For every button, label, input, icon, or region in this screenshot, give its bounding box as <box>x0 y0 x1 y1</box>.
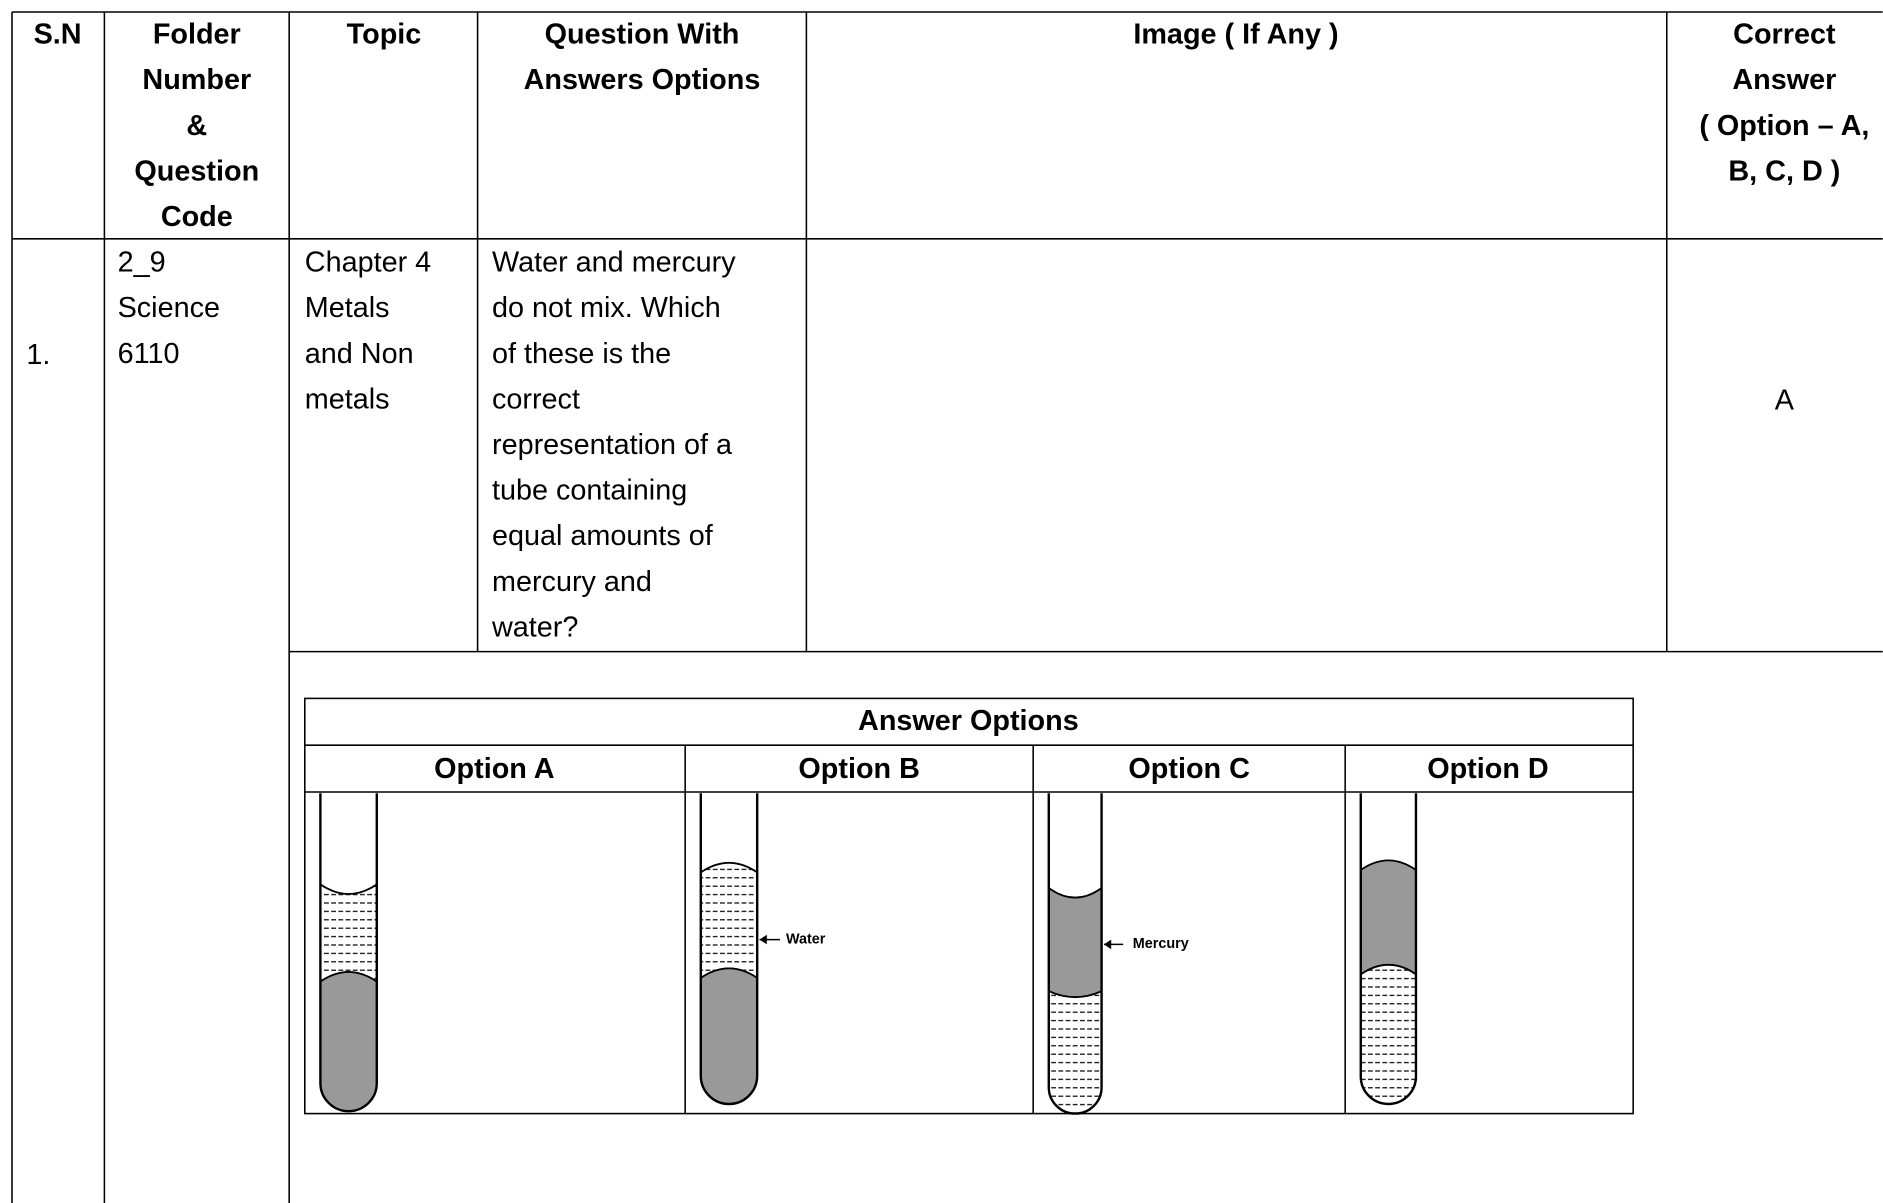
correct-answer: A <box>1775 385 1795 417</box>
tube <box>319 793 378 1113</box>
serial: 1. <box>26 339 50 371</box>
question: of these is the <box>492 338 671 370</box>
tube-label: Water <box>786 931 826 947</box>
water <box>1360 963 1416 1104</box>
mercury <box>1048 886 1102 999</box>
option-header: Option C <box>1128 753 1250 785</box>
water <box>320 882 377 984</box>
folder-code: Science <box>118 292 220 324</box>
header-cell: Question With <box>545 19 740 51</box>
question: representation of a <box>492 429 732 461</box>
header-cell: Folder <box>153 19 241 51</box>
option-header: Option D <box>1427 753 1549 785</box>
header-cell: Code <box>161 201 233 233</box>
header-cell: & <box>186 110 207 142</box>
folder-code: 2_9 <box>118 247 166 279</box>
mercury <box>320 971 377 1112</box>
topic: metals <box>305 383 390 415</box>
arrow-head <box>759 934 767 945</box>
question: mercury and <box>492 566 652 598</box>
topic: Metals <box>305 292 390 324</box>
option-header: Option A <box>434 753 555 785</box>
question: do not mix. Which <box>492 292 721 324</box>
header-cell: Topic <box>347 19 422 51</box>
header-cell: Image ( If Any ) <box>1133 19 1338 51</box>
header-cell: Answer <box>1732 64 1836 96</box>
tube <box>699 793 759 1106</box>
tube-label: Mercury <box>1133 936 1189 952</box>
header-cell: Number <box>142 64 251 96</box>
question: correct <box>492 383 580 415</box>
question: tube containing <box>492 475 687 507</box>
test-tubes: Water Mercury <box>319 793 1418 1115</box>
header-cell: Correct <box>1733 19 1836 51</box>
topic: Chapter 4 <box>305 247 431 279</box>
mercury <box>1360 859 1416 977</box>
grid-lines <box>11 11 1883 1203</box>
header-cell: Question <box>134 155 259 187</box>
question: Water and mercury <box>492 247 736 279</box>
tube <box>1047 793 1103 1115</box>
options-title: Answer Options <box>858 705 1079 737</box>
header-cell: B, C, D ) <box>1728 155 1840 187</box>
topic: and Non <box>305 338 414 370</box>
header-cell: ( Option – A, <box>1699 110 1869 142</box>
water <box>700 862 758 980</box>
question: equal amounts of <box>492 520 714 552</box>
question: water? <box>491 611 578 643</box>
header-cell: S.N <box>34 19 82 51</box>
header-cell: Answers Options <box>524 64 761 96</box>
arrow-head <box>1103 939 1112 950</box>
folder-code: 6110 <box>118 338 180 370</box>
option-header: Option B <box>798 753 919 785</box>
tube <box>1359 793 1418 1106</box>
water <box>1048 989 1102 1114</box>
mercury <box>700 967 758 1104</box>
